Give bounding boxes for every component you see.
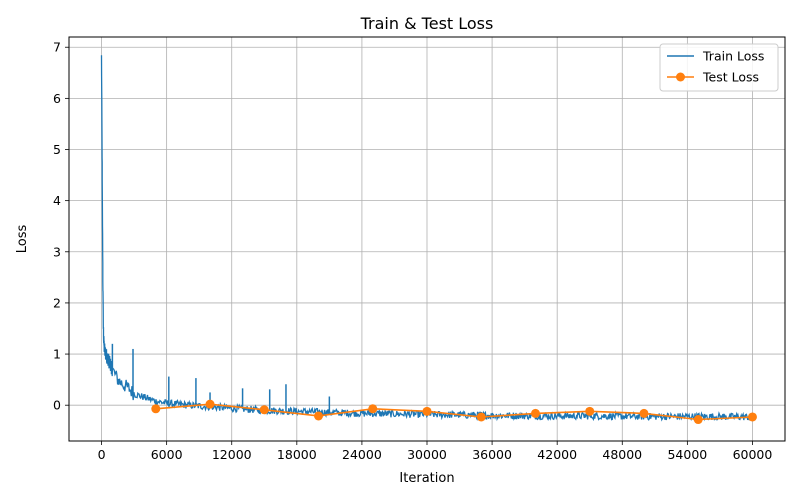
test-loss-point <box>422 406 432 416</box>
x-tick-label: 18000 <box>277 447 317 462</box>
test-loss-point <box>314 411 324 421</box>
x-tick-label: 60000 <box>733 447 773 462</box>
y-tick-label: 5 <box>53 142 61 157</box>
test-loss-point <box>259 405 269 415</box>
y-axis-ticks: 0 1 2 3 4 5 6 7 <box>53 40 69 413</box>
y-tick-label: 6 <box>53 91 61 106</box>
x-tick-label: 12000 <box>212 447 252 462</box>
x-tick-label: 6000 <box>151 447 183 462</box>
test-loss-point <box>639 408 649 418</box>
x-axis-label: Iteration <box>399 471 454 486</box>
test-loss-point <box>585 406 595 416</box>
legend-train-label: Train Loss <box>702 49 764 64</box>
y-axis-label: Loss <box>15 225 30 254</box>
x-tick-label: 0 <box>98 447 106 462</box>
y-tick-label: 2 <box>53 295 61 310</box>
y-tick-label: 3 <box>53 244 61 259</box>
legend-test-label: Test Loss <box>702 70 759 85</box>
test-loss-point <box>530 408 540 418</box>
train-loss-line <box>100 55 753 422</box>
train-loss-series <box>100 55 753 422</box>
test-loss-line <box>155 403 753 421</box>
legend-test-marker <box>676 72 685 82</box>
test-loss-point <box>693 415 703 425</box>
test-loss-point <box>205 399 215 409</box>
y-tick-label: 7 <box>53 40 61 55</box>
x-tick-label: 48000 <box>602 447 642 462</box>
legend: Train Loss Test Loss <box>659 43 779 92</box>
x-tick-label: 24000 <box>342 447 382 462</box>
x-tick-label: 42000 <box>537 447 577 462</box>
x-tick-label: 54000 <box>667 447 707 462</box>
test-loss-point <box>151 404 161 414</box>
x-tick-label: 36000 <box>472 447 512 462</box>
test-loss-series <box>151 399 757 425</box>
chart-title: Train & Test Loss <box>360 14 494 33</box>
y-tick-label: 0 <box>53 398 61 413</box>
x-tick-label: 30000 <box>407 447 447 462</box>
x-axis-ticks: 0 6000 12000 18000 24000 30000 36000 42000 48000… <box>98 441 773 462</box>
test-loss-point <box>368 404 378 414</box>
y-tick-label: 1 <box>53 347 61 362</box>
test-loss-point <box>476 412 486 422</box>
test-loss-point <box>747 412 757 422</box>
y-tick-label: 4 <box>53 193 61 208</box>
